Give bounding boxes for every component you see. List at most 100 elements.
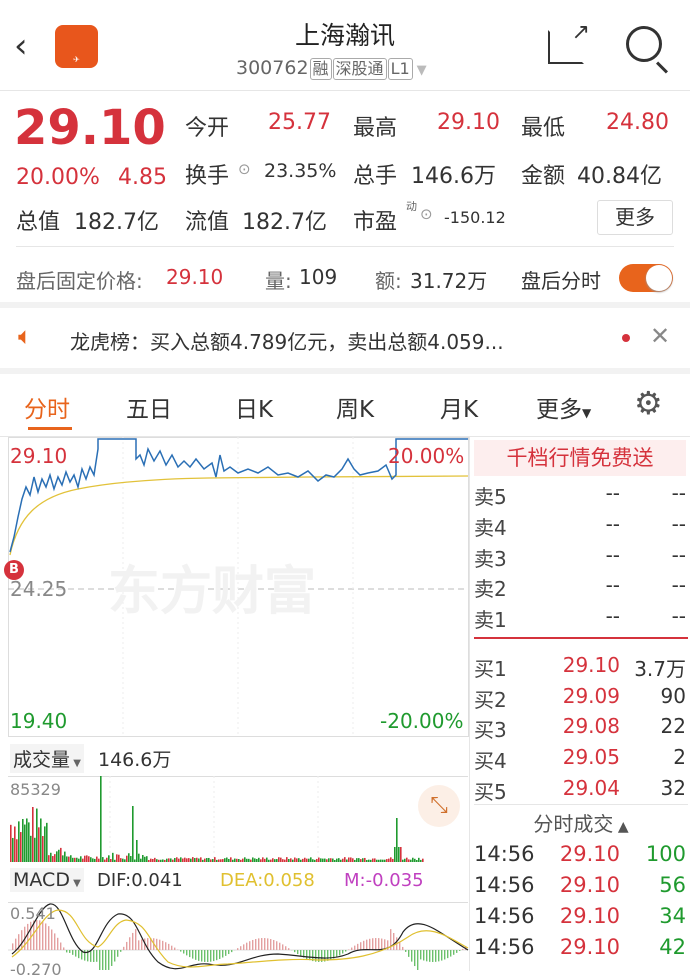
after-hours-toggle[interactable] bbox=[619, 264, 673, 292]
trade-row: 14:56 29.10 100 bbox=[474, 842, 688, 870]
volume-bar bbox=[412, 858, 414, 862]
volume-bar bbox=[196, 858, 198, 862]
trade-volume: 56 bbox=[659, 873, 686, 897]
more-button[interactable]: 更多 bbox=[597, 200, 673, 235]
volume-bar bbox=[122, 859, 124, 862]
tab-weekly-k[interactable]: 周K bbox=[336, 390, 374, 424]
buys-row[interactable]: 买2 29.09 90 bbox=[474, 684, 688, 712]
volume-bar bbox=[40, 818, 42, 862]
macd-bar bbox=[276, 941, 277, 950]
macd-bar bbox=[90, 950, 91, 962]
info-icon[interactable]: ⊙ bbox=[238, 160, 251, 178]
volume-bar bbox=[310, 857, 312, 862]
volume-bar bbox=[240, 860, 242, 862]
sells-row[interactable]: 卖1 -- -- bbox=[474, 604, 688, 632]
macd-bar bbox=[183, 950, 184, 954]
volume-bar bbox=[354, 860, 356, 862]
label-low: 最低 bbox=[521, 110, 565, 142]
volume-bar bbox=[184, 858, 186, 862]
volume-bar bbox=[396, 818, 398, 862]
sells-row[interactable]: 卖3 -- -- bbox=[474, 543, 688, 571]
volume-bar bbox=[268, 860, 270, 862]
tab-daily-k[interactable]: 日K bbox=[235, 390, 273, 424]
volume-bar bbox=[352, 858, 354, 862]
macd-bar bbox=[75, 950, 76, 957]
volume-bar bbox=[420, 860, 422, 862]
sells-row[interactable]: 卖2 -- -- bbox=[474, 573, 688, 601]
macd-bar bbox=[252, 940, 253, 950]
volume-bar bbox=[16, 839, 18, 862]
macd-bar bbox=[294, 950, 295, 952]
change-amount: 4.85 bbox=[118, 165, 167, 190]
volume-bar bbox=[208, 858, 210, 862]
macd-bar bbox=[138, 940, 139, 950]
sells-price: -- bbox=[606, 481, 620, 505]
volume-bar bbox=[298, 858, 300, 862]
macd-bar bbox=[117, 950, 118, 957]
volume-bar bbox=[158, 860, 160, 862]
volume-bar bbox=[314, 860, 316, 862]
dif-line bbox=[12, 904, 468, 969]
volume-bar bbox=[398, 847, 400, 862]
buys-row[interactable]: 买5 29.04 32 bbox=[474, 776, 688, 804]
volume-bar bbox=[34, 838, 36, 862]
buys-row[interactable]: 买3 29.08 22 bbox=[474, 714, 688, 742]
value-amount: 40.84亿 bbox=[577, 158, 662, 190]
volume-chart[interactable] bbox=[8, 776, 469, 862]
share-icon[interactable]: ↗ bbox=[548, 30, 584, 64]
volume-bar bbox=[14, 826, 16, 862]
promo-banner[interactable]: 千档行情免费送 bbox=[474, 440, 686, 476]
macd-chart[interactable] bbox=[8, 902, 469, 971]
volume-bar bbox=[238, 859, 240, 862]
volume-bar bbox=[146, 856, 148, 862]
trades-title[interactable]: 分时成交 ▲ bbox=[474, 808, 688, 837]
volume-bar bbox=[110, 859, 112, 862]
volume-indicator-select[interactable]: 成交量 ▼ bbox=[10, 744, 84, 773]
volume-bar bbox=[190, 859, 192, 862]
volume-bar bbox=[46, 823, 48, 862]
close-icon[interactable]: ✕ bbox=[650, 322, 670, 350]
macd-indicator-select[interactable]: MACD ▼ bbox=[10, 868, 84, 892]
dropdown-icon: ▼ bbox=[417, 63, 427, 78]
notice-text[interactable]: 龙虎榜：买入总额4.789亿元，卖出总额4.059... bbox=[70, 326, 504, 355]
macd-bar bbox=[285, 946, 286, 950]
buy-marker[interactable]: B bbox=[4, 560, 24, 580]
volume-bar bbox=[118, 855, 120, 862]
buys-row[interactable]: 买1 29.10 3.7万 bbox=[474, 653, 688, 681]
volume-bar bbox=[278, 857, 280, 862]
tab-more[interactable]: 更多▼ bbox=[536, 390, 591, 424]
volume-bar bbox=[182, 859, 184, 862]
volume-bar bbox=[316, 859, 318, 862]
caret-down-icon: ▼ bbox=[582, 406, 591, 420]
sells-row[interactable]: 卖4 -- -- bbox=[474, 512, 688, 540]
sells-row[interactable]: 卖5 -- -- bbox=[474, 481, 688, 509]
volume-bar bbox=[144, 857, 146, 862]
trade-row: 14:56 29.10 56 bbox=[474, 873, 688, 901]
volume-bar bbox=[220, 859, 222, 862]
volume-bar bbox=[130, 856, 132, 862]
tag-connect: 深股通 bbox=[333, 58, 387, 80]
volume-bar bbox=[394, 847, 396, 862]
trade-time: 14:56 bbox=[474, 935, 535, 959]
after-hours-vol: 109 bbox=[299, 265, 337, 289]
sells-level: 卖2 bbox=[474, 573, 507, 602]
tab-intraday[interactable]: 分时 bbox=[24, 390, 70, 424]
volume-bar bbox=[416, 860, 418, 862]
volume-bar bbox=[368, 860, 370, 862]
volume-bar bbox=[264, 859, 266, 862]
buys-price: 29.10 bbox=[563, 653, 620, 677]
intraday-chart[interactable]: 东方财富 bbox=[8, 437, 469, 737]
expand-icon[interactable]: ⤡ bbox=[418, 785, 460, 827]
search-icon[interactable] bbox=[626, 26, 662, 62]
volume-bar bbox=[376, 860, 378, 862]
tab-five-day[interactable]: 五日 bbox=[126, 390, 172, 424]
macd-bar bbox=[63, 947, 64, 950]
tab-monthly-k[interactable]: 月K bbox=[440, 390, 478, 424]
volume-bar bbox=[232, 860, 234, 862]
buys-row[interactable]: 买4 29.05 2 bbox=[474, 745, 688, 773]
info-icon[interactable]: ⊙ bbox=[420, 205, 433, 223]
trade-row: 14:56 29.10 42 bbox=[474, 935, 688, 963]
trade-price: 29.10 bbox=[560, 873, 620, 897]
settings-icon[interactable]: ⚙ bbox=[634, 384, 663, 422]
